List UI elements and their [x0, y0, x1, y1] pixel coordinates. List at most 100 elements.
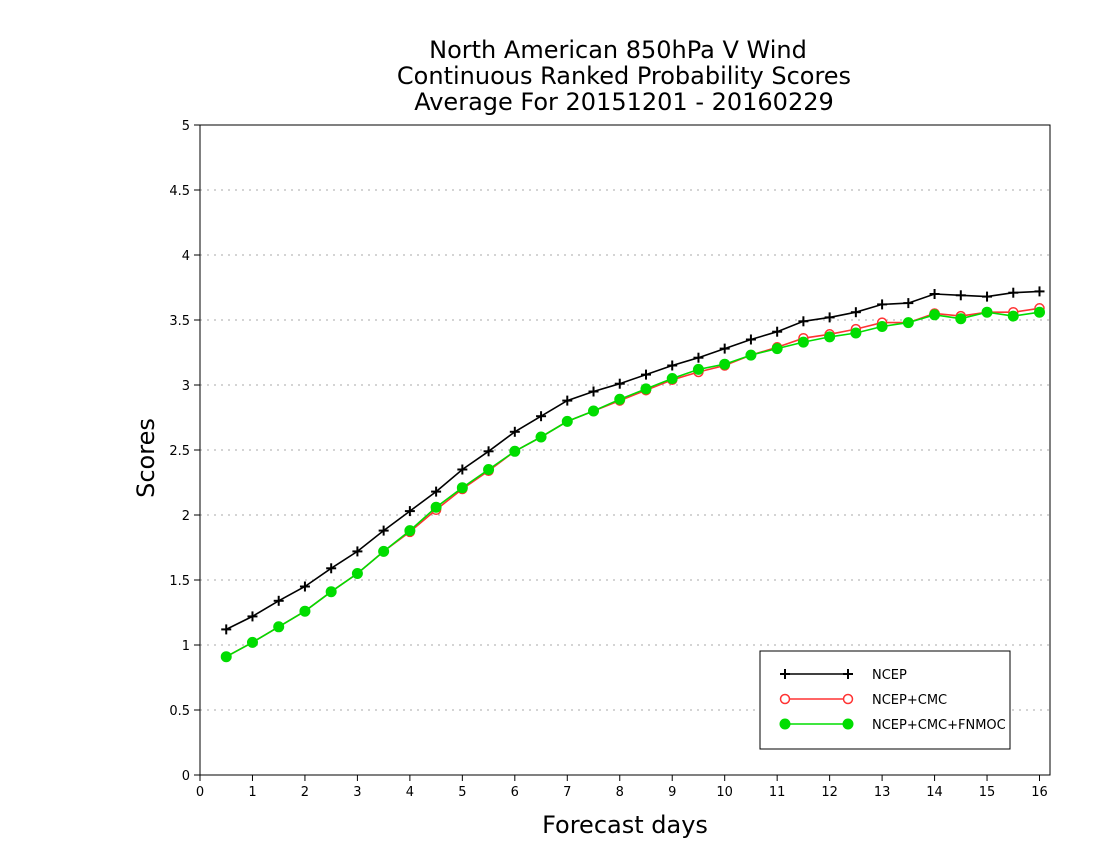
y-tick-label: 3.5 [169, 314, 190, 329]
data-point [981, 306, 993, 318]
data-point [247, 611, 258, 622]
x-tick-label: 11 [769, 785, 786, 800]
data-point [955, 313, 967, 325]
x-tick-label: 7 [563, 785, 571, 800]
data-point [588, 405, 600, 417]
series-line [225, 307, 1040, 658]
legend-label: NCEP+CMC+FNMOC [872, 718, 1006, 733]
data-point [666, 373, 678, 384]
legend-marker [780, 669, 790, 679]
data-point [1007, 310, 1019, 322]
data-point [299, 581, 310, 592]
y-tick-label: 2 [182, 509, 190, 524]
legend-items: NCEP NCEP+CMC NCEP+CMC+FNMOC [779, 668, 1006, 733]
x-tick-label: 15 [979, 785, 996, 800]
data-point [561, 415, 573, 427]
data-point [640, 369, 651, 380]
legend-entry: NCEP+CMC [779, 693, 947, 708]
data-point [798, 316, 809, 327]
data-point [220, 651, 232, 663]
x-tick-label: 6 [511, 785, 519, 800]
legend-marker [842, 693, 854, 705]
data-point [929, 309, 941, 321]
data-point [693, 352, 704, 363]
y-tick-label: 1.5 [169, 574, 190, 589]
data-point [692, 363, 704, 375]
data-point [588, 386, 599, 397]
data-point [719, 343, 730, 354]
y-tick-label: 2.5 [169, 444, 190, 459]
data-point [273, 621, 285, 633]
data-point [850, 307, 861, 318]
x-tick-label: 9 [668, 785, 676, 800]
data-point [325, 586, 337, 598]
data-point [903, 298, 914, 309]
data-point [667, 360, 678, 371]
data-point [719, 358, 731, 370]
y-tick-label: 1 [182, 639, 190, 654]
data-point [772, 326, 783, 337]
series-line [225, 290, 1040, 631]
data-point [982, 291, 993, 302]
data-point [876, 321, 888, 332]
data-point [509, 426, 520, 437]
data-point [955, 290, 966, 301]
series-layer [220, 286, 1046, 663]
data-point [273, 595, 284, 606]
x-tick-label: 2 [301, 785, 309, 800]
data-point [430, 501, 442, 513]
data-point [378, 525, 389, 536]
legend-label: NCEP+CMC [872, 693, 947, 708]
series-ncep [221, 286, 1045, 635]
data-point [326, 563, 337, 574]
data-point [614, 393, 626, 405]
data-point [745, 349, 757, 361]
data-point [457, 464, 468, 475]
x-axis: 0 1 2 3 4 5 6 7 8 9 10 11 12 13 14 15 16 [196, 775, 1048, 800]
series-line [225, 311, 1040, 658]
legend-marker [779, 718, 791, 730]
y-tick-label: 0 [182, 769, 190, 784]
series-ncep-cmc [220, 303, 1045, 662]
data-point [536, 411, 547, 422]
data-point [745, 334, 756, 345]
data-point [614, 378, 625, 389]
data-point [483, 464, 495, 475]
data-point [797, 336, 809, 348]
data-point [431, 486, 442, 497]
legend-marker [842, 718, 854, 730]
legend-marker [843, 669, 853, 679]
x-tick-label: 5 [458, 785, 466, 800]
data-point [535, 431, 547, 443]
legend-entry: NCEP+CMC+FNMOC [779, 718, 1006, 733]
data-point [640, 383, 652, 395]
data-point [562, 395, 573, 406]
data-point [771, 343, 783, 355]
data-point [1008, 287, 1019, 298]
data-point [221, 624, 232, 635]
x-axis-label: Forecast days [542, 811, 708, 839]
x-tick-label: 8 [616, 785, 624, 800]
data-point [246, 636, 258, 648]
x-tick-label: 0 [196, 785, 204, 800]
chart-title-line-1: North American 850hPa V Wind [429, 36, 807, 64]
data-point [483, 446, 494, 457]
data-point [378, 545, 390, 557]
y-tick-label: 5 [182, 119, 190, 134]
y-tick-label: 4 [182, 249, 190, 264]
data-point [850, 327, 862, 339]
data-point [902, 317, 914, 329]
x-tick-label: 14 [926, 785, 943, 800]
x-tick-label: 3 [353, 785, 361, 800]
data-point [509, 445, 521, 457]
x-tick-label: 16 [1031, 785, 1048, 800]
data-point [877, 299, 888, 310]
legend-label: NCEP [872, 668, 907, 683]
chart-title-line-2: Continuous Ranked Probability Scores [397, 62, 851, 90]
x-tick-label: 12 [821, 785, 838, 800]
legend-marker [779, 693, 791, 705]
data-point [824, 331, 836, 343]
y-tick-label: 3 [182, 379, 190, 394]
data-point [299, 605, 311, 617]
chart-title: North American 850hPa V Wind Continuous … [397, 36, 851, 116]
